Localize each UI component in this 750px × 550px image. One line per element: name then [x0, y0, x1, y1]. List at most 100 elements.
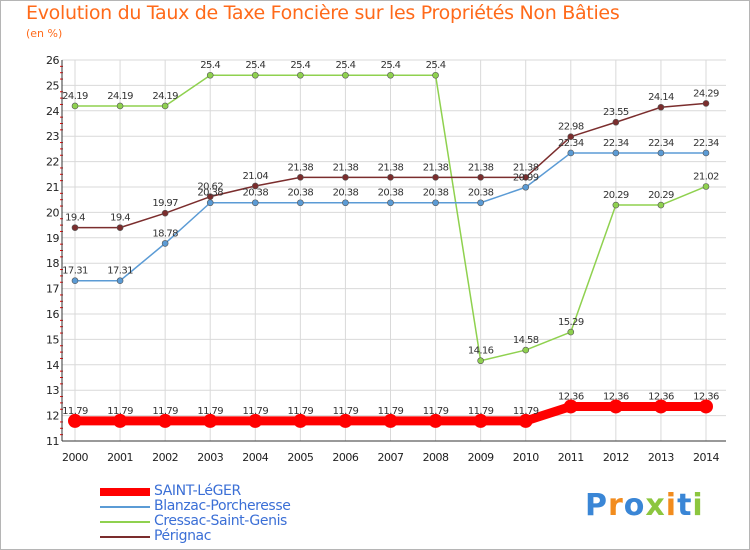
data-point: [387, 174, 394, 181]
data-point: [432, 174, 439, 181]
data-label: 25.4: [245, 60, 265, 71]
data-point: [206, 71, 214, 79]
data-label: 12.36: [648, 391, 674, 402]
data-label: 12.36: [693, 391, 719, 402]
y-tick-label: 12: [46, 410, 59, 423]
logo-letter: i: [692, 488, 704, 523]
data-label: 20.99: [513, 172, 539, 183]
data-label: 12.36: [603, 391, 629, 402]
data-label: 19.4: [65, 213, 85, 224]
x-tick-label: 2012: [603, 451, 629, 464]
data-point: [657, 149, 665, 157]
legend-swatch-cressac: [100, 521, 150, 523]
data-point: [522, 183, 530, 191]
legend-label-cressac: Cressac-Saint-Genis: [154, 513, 287, 529]
x-tick-label: 2007: [378, 451, 404, 464]
data-point: [116, 102, 124, 110]
data-point: [387, 199, 394, 207]
data-label: 22.34: [603, 138, 629, 149]
data-point: [387, 71, 394, 79]
axis-layer: 11 12 13 14 15 16 17 18 19 20 21 22 23 24 25 26 2000 2001…: [46, 54, 726, 464]
legend-label-saint-leger: SAINT-LéGER: [154, 483, 241, 499]
data-label: 21.38: [288, 162, 314, 173]
data-label: 21.02: [693, 171, 719, 182]
data-label: 20.38: [197, 188, 223, 199]
data-point: [342, 174, 349, 181]
x-tick-label: 2013: [648, 451, 674, 464]
data-point: [158, 413, 173, 428]
data-point: [203, 413, 218, 428]
chart-subtitle: (en %): [26, 27, 63, 40]
data-label: 22.34: [648, 138, 674, 149]
data-point: [251, 199, 259, 207]
data-point: [477, 357, 484, 365]
data-point: [702, 183, 710, 190]
x-tick-label: 2000: [62, 451, 88, 464]
label-layer: 11.79 11.79 11.79 11.79 11.79 11.79 11.79 11.79…: [62, 60, 719, 417]
x-tick-label: 2001: [107, 451, 133, 464]
data-label: 21.04: [242, 171, 268, 182]
data-label: 22.34: [693, 138, 719, 149]
data-label: 11.79: [513, 406, 539, 417]
x-tick-label: 2005: [287, 451, 313, 464]
data-label: 11.79: [333, 406, 359, 417]
data-label: 24.29: [693, 88, 719, 99]
x-tick-label: 2009: [468, 451, 494, 464]
data-point: [113, 413, 128, 428]
data-point: [71, 224, 79, 231]
data-label: 11.79: [107, 406, 133, 417]
data-label: 21.38: [468, 162, 494, 173]
data-point: [612, 118, 620, 126]
data-point: [342, 71, 349, 79]
data-label: 19.97: [152, 198, 178, 209]
proxiti-logo: Proxiti: [585, 488, 704, 523]
x-tick-label: 2004: [242, 451, 268, 464]
data-label: 20.62: [197, 182, 223, 193]
data-label: 11.79: [288, 406, 314, 417]
data-point: [342, 199, 349, 207]
y-tick-label: 15: [46, 333, 59, 346]
data-label: 20.38: [423, 188, 449, 199]
data-label: 24.19: [62, 91, 88, 102]
data-point: [297, 199, 304, 207]
logo-letter: r: [608, 488, 624, 523]
data-label: 24.19: [107, 91, 133, 102]
data-point: [161, 102, 169, 110]
x-tick-label: 2014: [693, 451, 719, 464]
data-point: [297, 174, 304, 181]
data-label: 20.38: [378, 188, 404, 199]
x-tick-label: 2006: [332, 451, 358, 464]
data-label: 20.29: [603, 190, 629, 201]
data-label: 25.4: [335, 60, 355, 71]
data-label: 25.4: [381, 60, 401, 71]
data-point: [161, 209, 169, 217]
data-label: 11.79: [468, 406, 494, 417]
y-tick-label: 16: [46, 308, 59, 321]
data-point: [432, 71, 439, 79]
legend-item-perignac: Pérignac: [100, 528, 360, 544]
y-tick-label: 26: [46, 54, 59, 67]
x-tick-label: 2002: [152, 451, 178, 464]
legend-swatch-perignac: [100, 536, 150, 538]
logo-letter: t: [677, 488, 693, 523]
data-point: [206, 193, 214, 200]
data-point: [428, 413, 443, 428]
data-point: [608, 399, 623, 414]
y-tick-label: 18: [46, 257, 59, 270]
data-point: [702, 100, 710, 107]
data-label: 14.58: [513, 335, 539, 346]
data-label: 21.38: [513, 162, 539, 173]
data-point: [567, 133, 575, 141]
data-label: 11.79: [423, 406, 449, 417]
data-label: 11.79: [242, 406, 268, 417]
data-point: [338, 413, 353, 428]
data-point: [657, 201, 665, 209]
data-label: 18.78: [152, 228, 178, 239]
data-label: 23.55: [603, 107, 629, 118]
logo-letter: x: [645, 488, 666, 523]
x-tick-label: 2011: [558, 451, 584, 464]
data-point: [251, 182, 259, 190]
data-point: [612, 149, 620, 157]
data-point: [699, 399, 713, 414]
